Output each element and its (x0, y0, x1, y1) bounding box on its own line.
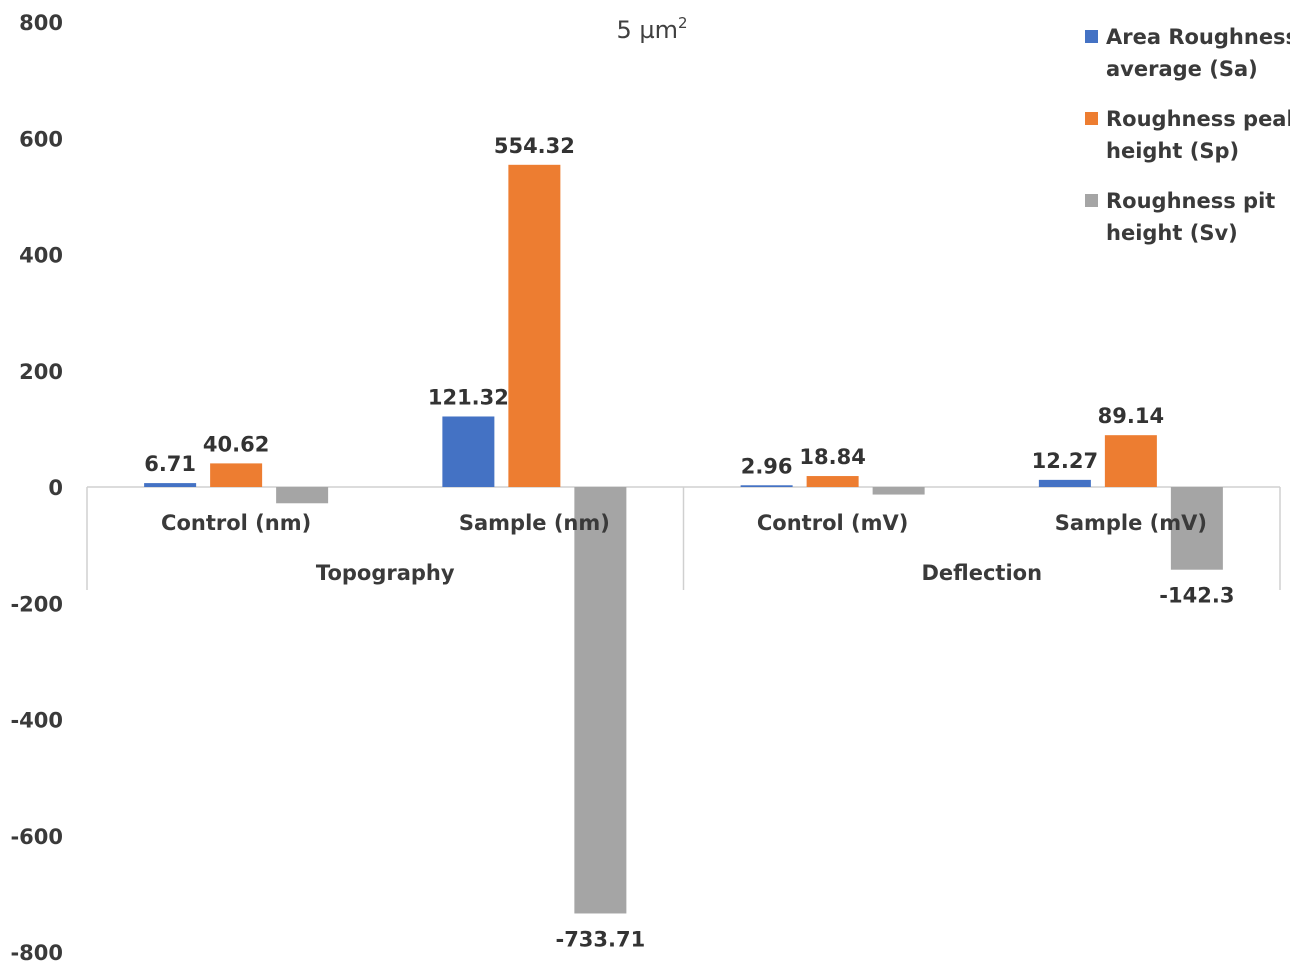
legend-swatch (1085, 194, 1098, 207)
legend-swatch (1085, 30, 1098, 43)
data-label: -733.71 (555, 927, 645, 951)
data-label: 2.96 (741, 454, 793, 478)
bar (276, 487, 329, 504)
y-tick-label: -800 (10, 941, 63, 961)
title-superscript: 2 (678, 14, 688, 32)
y-tick-label: -600 (10, 825, 63, 849)
chart-title: 5 µm2 (616, 14, 687, 44)
group-label: Topography (316, 561, 455, 585)
legend-label: Area Roughness (1106, 25, 1290, 49)
y-tick-label: -200 (10, 592, 63, 616)
category-label: Control (mV) (757, 511, 908, 535)
data-label: 12.27 (1032, 449, 1098, 473)
bar (1104, 435, 1157, 487)
legend-label: Roughness peak (1106, 107, 1290, 131)
y-axis: -800 -600 -400 -200 0 200 400 600 800 (10, 11, 63, 961)
bar (210, 463, 263, 487)
data-label: 6.71 (144, 452, 196, 476)
y-tick-label: -400 (10, 709, 63, 733)
data-label: 18.84 (799, 445, 865, 469)
group-label: Deflection (921, 561, 1042, 585)
y-tick-label: 200 (19, 360, 63, 384)
bar (144, 483, 197, 487)
bar (872, 487, 925, 495)
legend-swatch (1085, 112, 1098, 125)
data-label: 121.32 (428, 385, 509, 409)
data-label: -142.3 (1159, 584, 1234, 608)
y-tick-label: 800 (19, 11, 63, 35)
data-label: 554.32 (494, 134, 575, 158)
y-tick-label: 0 (48, 476, 63, 500)
data-label: 40.62 (203, 432, 269, 456)
bar (740, 485, 793, 487)
y-tick-label: 400 (19, 244, 63, 268)
legend-label: height (Sp) (1106, 139, 1239, 163)
axis-lines (86, 486, 1281, 590)
category-label: Control (nm) (161, 511, 311, 535)
legend: Area Roughness average (Sa) Roughness peak… (1085, 25, 1290, 245)
category-label: Sample (nm) (459, 511, 610, 535)
legend-label: average (Sa) (1106, 57, 1258, 81)
data-labels: 6.71 40.62 121.32 554.32 -733.71 2.96 18.84 12.… (144, 134, 1234, 952)
bar (508, 164, 561, 487)
category-labels: Control (nm) Sample (nm) Control (mV) Sampl… (161, 511, 1207, 585)
bar (1170, 487, 1223, 570)
y-tick-label: 600 (19, 127, 63, 151)
bar (1038, 479, 1091, 487)
bar (574, 487, 627, 914)
legend-label: Roughness pit (1106, 189, 1275, 213)
bar (442, 416, 495, 487)
category-label: Sample (mV) (1055, 511, 1207, 535)
data-label: 89.14 (1098, 404, 1164, 428)
bar (806, 476, 859, 487)
legend-label: height (Sv) (1106, 221, 1238, 245)
bars (144, 164, 1223, 914)
